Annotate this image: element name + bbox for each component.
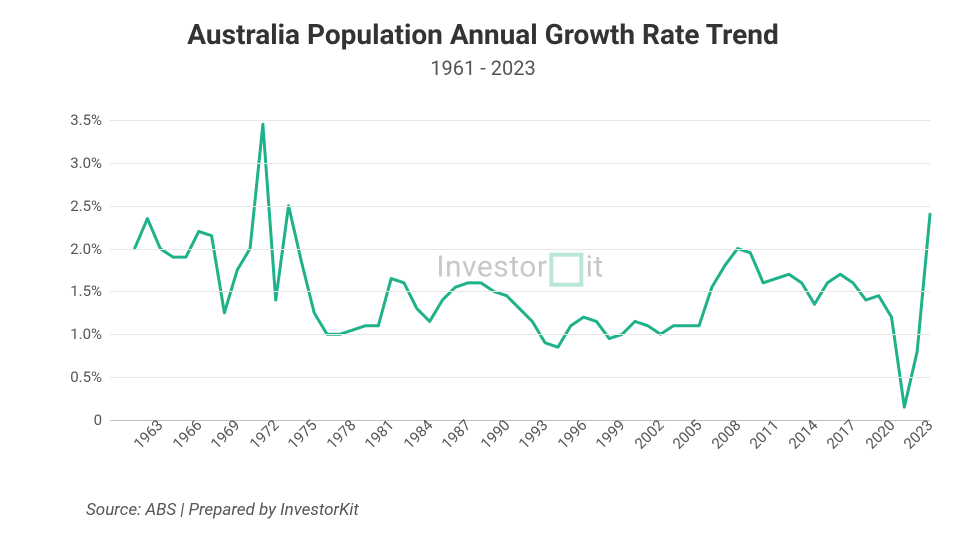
x-tick-label: 2023 — [900, 416, 937, 453]
y-tick-label: 3.5% — [70, 111, 110, 129]
y-gridline — [110, 377, 930, 378]
x-tick-label: 2017 — [823, 416, 860, 453]
x-tick-label: 1984 — [400, 416, 437, 453]
x-tick-label: 1969 — [207, 416, 244, 453]
x-tick-label: 2002 — [631, 416, 668, 453]
plot-area: Investorit 00.5%1.0%1.5%2.0%2.5%3.0%3.5%… — [110, 120, 930, 420]
x-tick-label: 1990 — [477, 416, 514, 453]
y-gridline — [110, 291, 930, 292]
y-tick-label: 2.0% — [70, 240, 110, 258]
y-tick-label: 1.0% — [70, 325, 110, 343]
x-tick-label: 1981 — [361, 416, 398, 453]
growth-rate-line — [135, 124, 930, 407]
y-gridline — [110, 249, 930, 250]
chart-container: Australia Population Annual Growth Rate … — [0, 0, 966, 540]
y-gridline — [110, 334, 930, 335]
x-tick-label: 2014 — [785, 416, 822, 453]
y-tick-label: 3.0% — [70, 154, 110, 172]
x-tick-label: 2011 — [746, 416, 783, 453]
source-note: Source: ABS | Prepared by InvestorKit — [86, 500, 359, 520]
x-tick-label: 1972 — [246, 416, 283, 453]
line-chart-svg — [110, 120, 930, 420]
x-tick-label: 2008 — [708, 416, 745, 453]
x-tick-label: 1987 — [438, 416, 475, 453]
x-tick-label: 1963 — [130, 416, 167, 453]
chart-subtitle: 1961 - 2023 — [0, 56, 966, 80]
x-tick-label: 1996 — [554, 416, 591, 453]
y-tick-label: 0.5% — [70, 368, 110, 386]
y-tick-label: 2.5% — [70, 197, 110, 215]
x-tick-label: 1999 — [592, 416, 629, 453]
x-tick-label: 2020 — [862, 416, 899, 453]
y-tick-label: 1.5% — [70, 282, 110, 300]
x-tick-label: 1966 — [169, 416, 206, 453]
x-tick-label: 2005 — [669, 416, 706, 453]
y-tick-label: 0 — [94, 411, 110, 429]
y-gridline — [110, 163, 930, 164]
x-tick-label: 1975 — [284, 416, 321, 453]
y-gridline — [110, 120, 930, 121]
y-gridline — [110, 206, 930, 207]
x-tick-label: 1978 — [323, 416, 360, 453]
chart-title: Australia Population Annual Growth Rate … — [0, 18, 966, 51]
x-tick-label: 1993 — [515, 416, 552, 453]
